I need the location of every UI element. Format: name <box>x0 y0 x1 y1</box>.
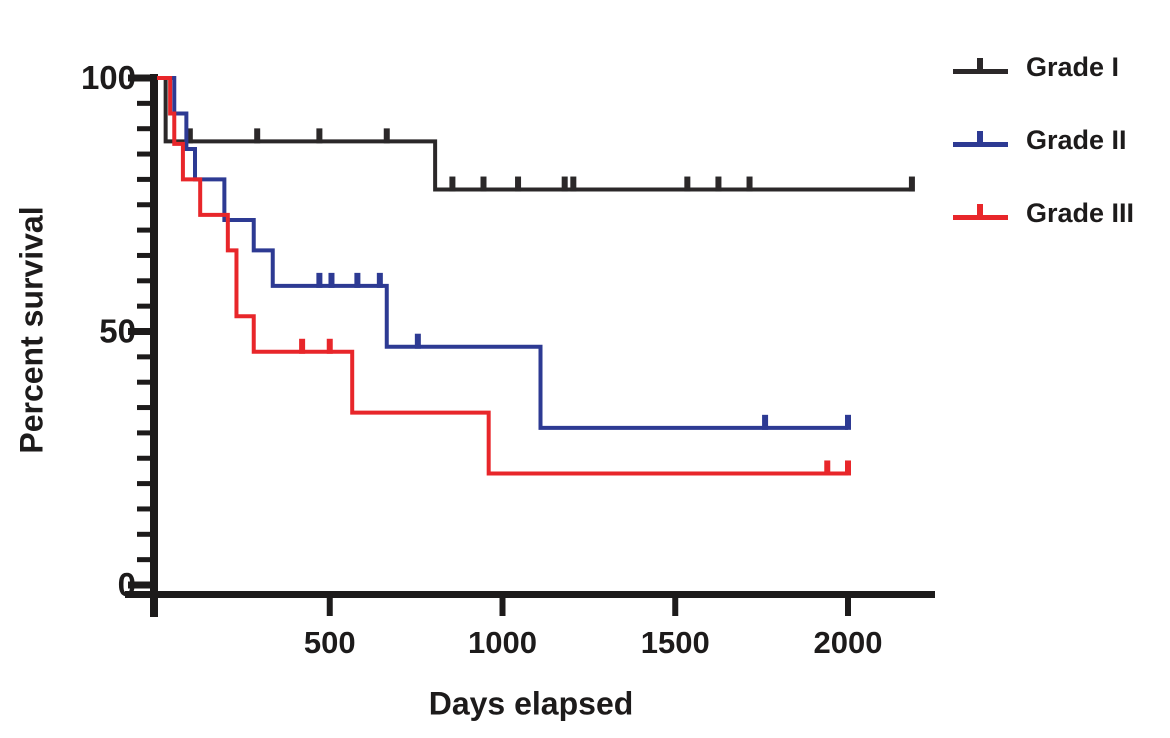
censor-tick-mark <box>328 272 335 288</box>
censor-tick-mark <box>561 176 568 192</box>
km-curve-marker-icon <box>953 204 1008 220</box>
x-major-tick <box>845 596 851 616</box>
y-minor-tick <box>137 455 152 461</box>
y-tick-label: 0 <box>118 566 136 603</box>
y-minor-tick <box>137 506 152 512</box>
legend-label: Grade I <box>1026 51 1120 82</box>
y-tick-label: 100 <box>81 59 136 96</box>
x-tick-label: 1500 <box>641 625 710 660</box>
legend-item: Grade III <box>952 198 1134 228</box>
x-tick-label: 500 <box>304 625 356 660</box>
y-minor-tick <box>137 100 152 106</box>
censor-tick-mark <box>449 176 456 192</box>
censor-tick-mark <box>383 128 390 144</box>
y-major-tick <box>128 581 152 589</box>
survival-curve <box>157 76 848 476</box>
survival-curve <box>157 76 912 192</box>
censor-tick-mark <box>414 333 421 349</box>
censor-tick-mark <box>715 176 722 192</box>
x-major-tick <box>499 596 506 616</box>
censor-tick-mark <box>845 460 851 476</box>
legend-label: Grade III <box>1026 197 1135 228</box>
legend-item: Grade II <box>952 125 1134 155</box>
censor-tick-mark <box>186 128 193 144</box>
y-minor-tick <box>137 278 152 284</box>
y-minor-tick <box>137 202 152 208</box>
censor-tick-mark <box>824 460 831 476</box>
y-axis-title: Percent survival <box>13 206 50 454</box>
y-minor-tick <box>137 151 152 157</box>
x-major-tick <box>672 596 679 616</box>
censor-tick-mark <box>746 176 753 192</box>
km-curve-marker-icon <box>953 131 1008 147</box>
y-axis-spine <box>150 74 158 617</box>
censor-tick-mark <box>316 272 323 288</box>
censor-tick-mark <box>845 414 851 430</box>
km-curve-marker-icon <box>953 58 1008 74</box>
censor-tick-mark <box>684 176 691 192</box>
y-minor-tick <box>137 481 152 487</box>
y-minor-tick <box>137 531 152 537</box>
y-minor-tick <box>137 379 152 385</box>
y-minor-tick <box>137 227 152 233</box>
censor-tick-mark <box>480 176 487 192</box>
x-tick-label: 2000 <box>814 625 883 660</box>
legend: Grade I Grade II Grade III <box>952 52 1134 271</box>
y-major-tick <box>128 74 152 82</box>
censor-tick-mark <box>299 338 306 354</box>
y-minor-tick <box>137 126 152 132</box>
x-tick-label: 1000 <box>468 625 537 660</box>
y-minor-tick <box>137 354 152 360</box>
legend-label: Grade II <box>1026 124 1127 155</box>
censor-tick-mark <box>908 176 915 192</box>
y-minor-tick <box>137 557 152 563</box>
censor-tick-mark <box>570 176 577 192</box>
y-minor-tick <box>137 176 152 182</box>
x-axis-spine <box>125 591 935 598</box>
y-tick-label: 50 <box>99 313 136 350</box>
censor-tick-mark <box>515 176 522 192</box>
censor-tick-mark <box>762 414 769 430</box>
censor-tick-mark <box>354 272 361 288</box>
censor-tick-mark <box>254 128 261 144</box>
censor-tick-mark <box>316 128 323 144</box>
x-major-tick <box>326 596 333 616</box>
survival-curve <box>157 76 848 430</box>
y-minor-tick <box>137 252 152 258</box>
y-major-tick <box>128 328 152 335</box>
x-axis-title: Days elapsed <box>428 685 634 722</box>
y-minor-tick <box>137 430 152 436</box>
censor-tick-mark <box>376 272 383 288</box>
y-minor-tick <box>137 303 152 309</box>
censor-tick-mark <box>326 338 333 354</box>
y-minor-tick <box>137 405 152 411</box>
legend-item: Grade I <box>952 52 1134 82</box>
